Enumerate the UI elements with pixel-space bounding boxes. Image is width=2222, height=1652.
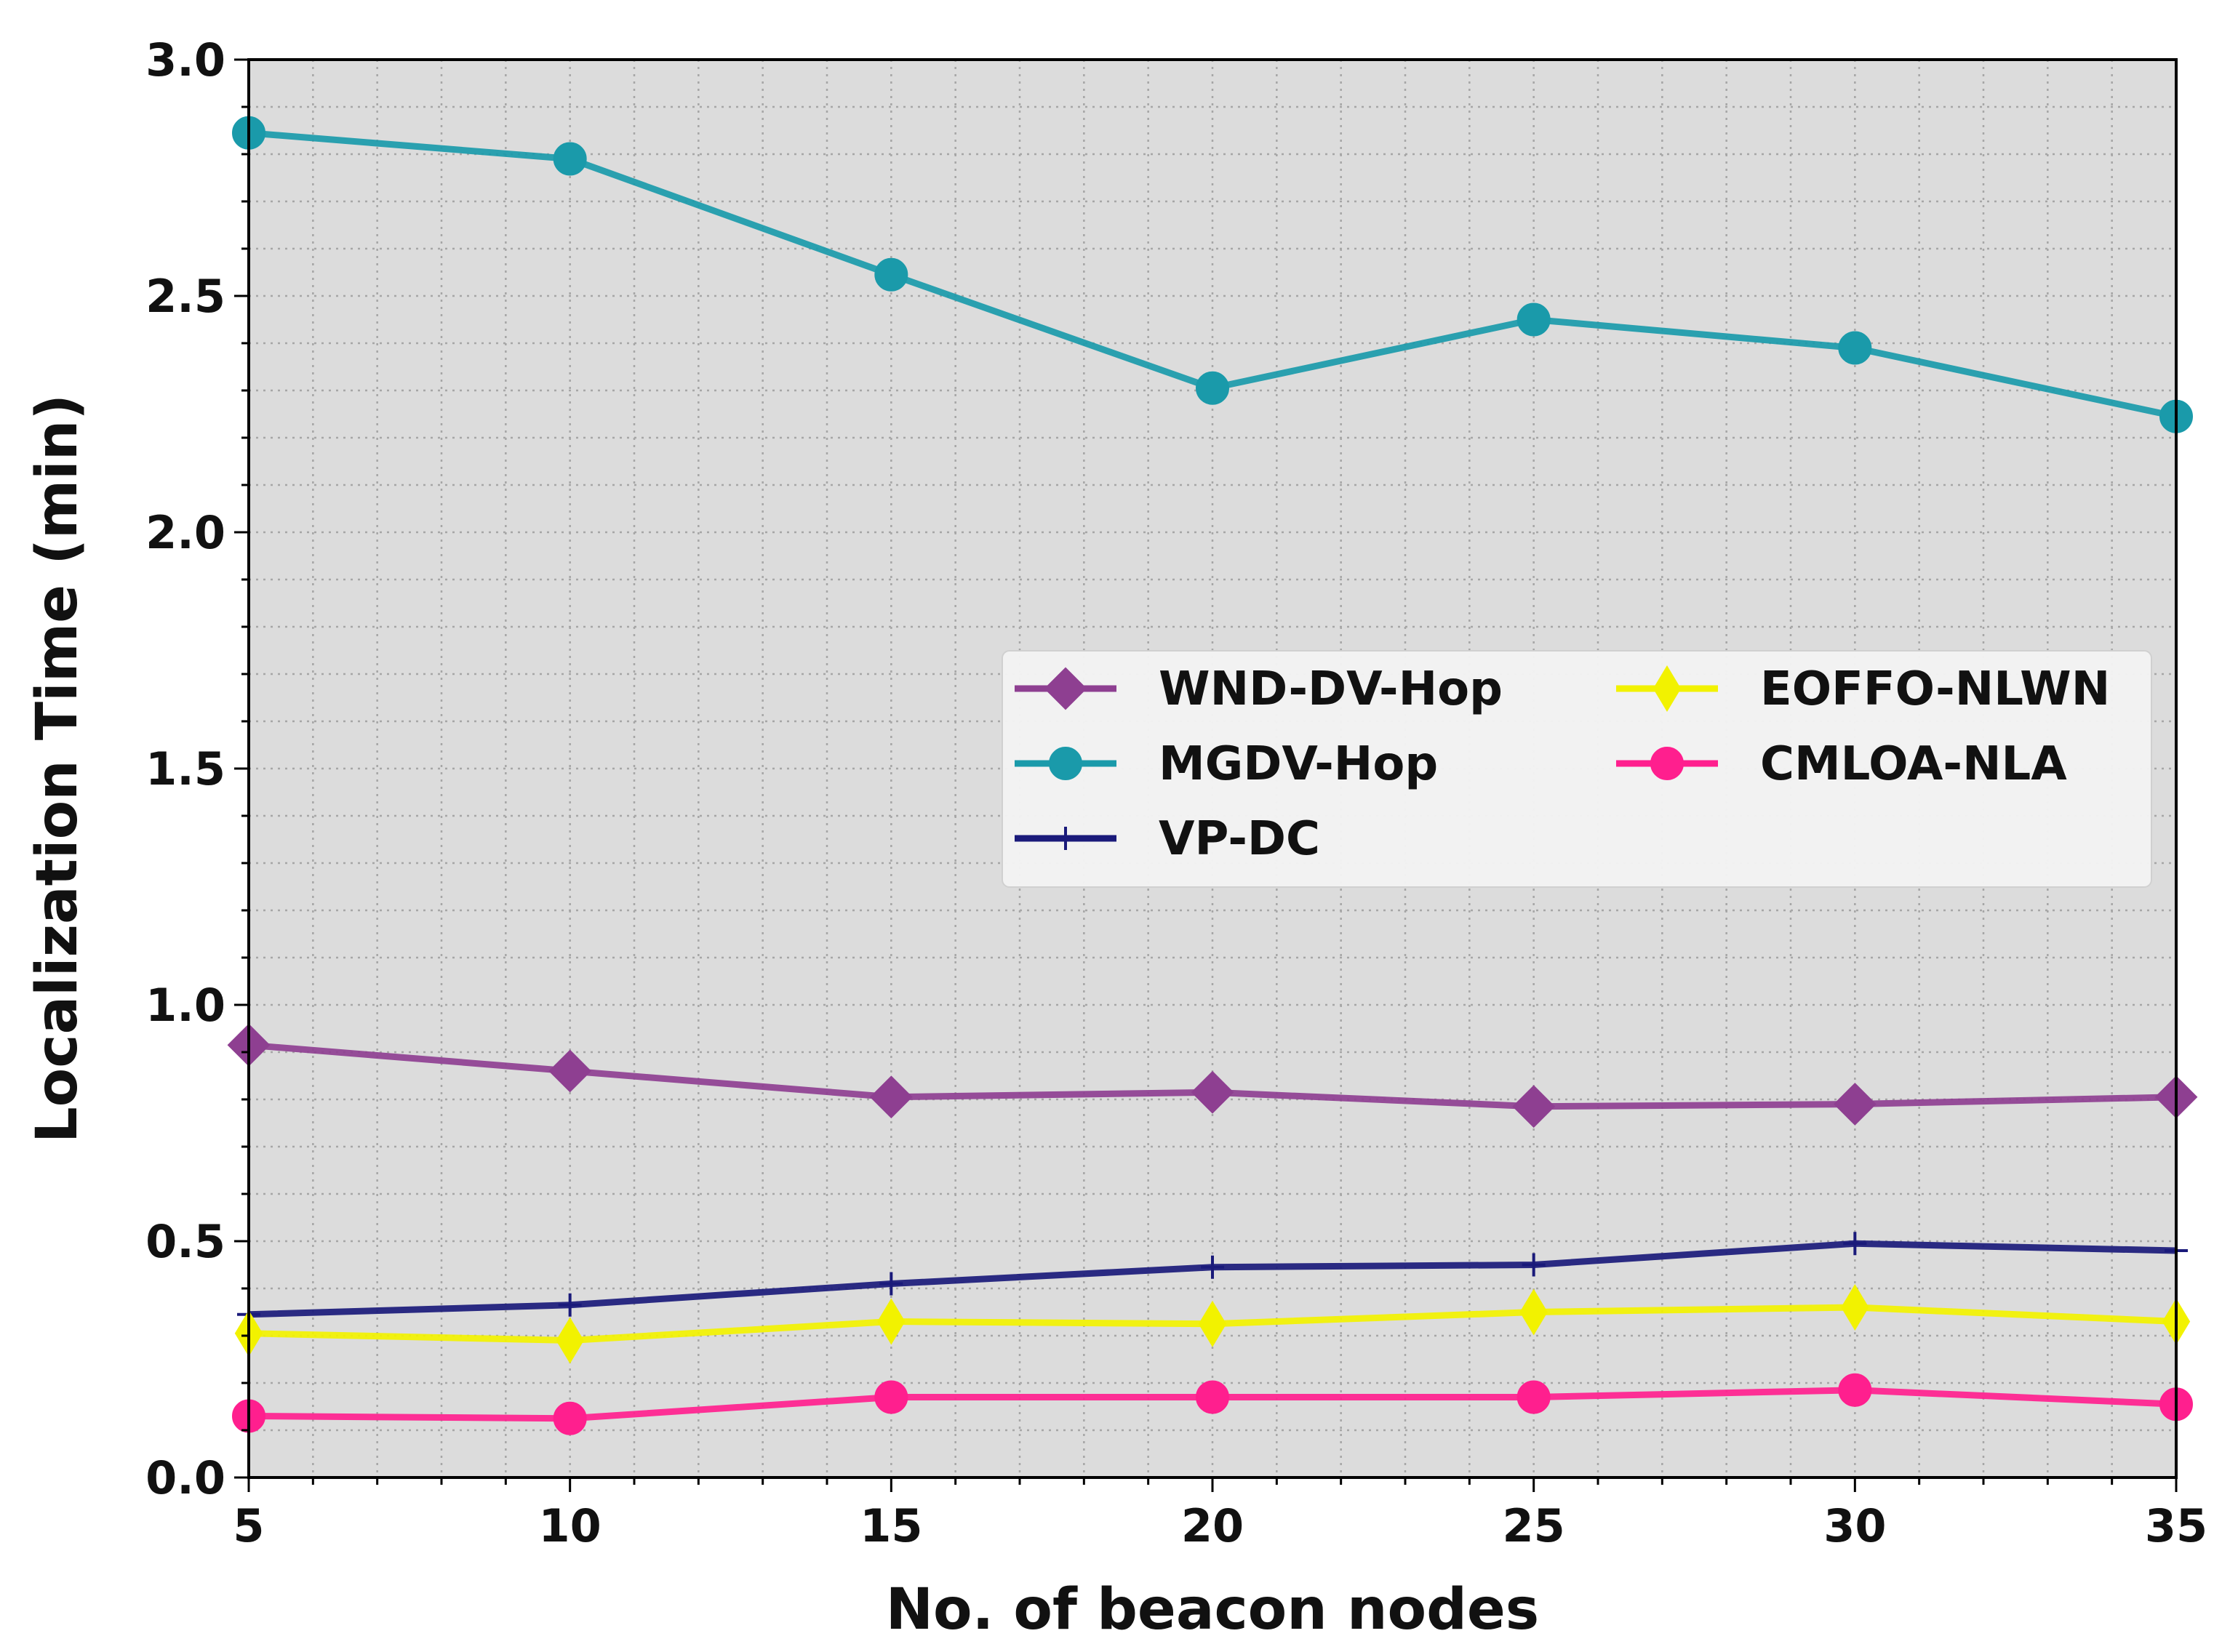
legend-label: EOFFO-NLWN: [1760, 662, 2110, 716]
series-cmloa-nla: [232, 1373, 2193, 1435]
y-axis-label: Localization Time (min): [25, 394, 90, 1143]
data-point-wnd-dv-hop: [548, 1049, 592, 1093]
data-point-wnd-dv-hop: [1512, 1085, 1556, 1128]
x-tick-label: 35: [2145, 1499, 2207, 1552]
y-tick-label: 3.0: [145, 33, 225, 87]
x-axis-label: No. of beacon nodes: [886, 1577, 1540, 1643]
data-point-eoffo-nlwn: [1519, 1288, 1548, 1336]
legend-label: VP-DC: [1159, 812, 1320, 866]
series-vp-dc: [237, 1232, 2188, 1326]
legend-marker: [1044, 667, 1087, 710]
data-point-wnd-dv-hop: [1191, 1070, 1234, 1114]
data-point-vp-dc: [1522, 1253, 1546, 1277]
data-point-mgdv-hop: [1516, 302, 1551, 337]
y-tick-label: 2.0: [145, 506, 225, 559]
legend-marker: [1650, 747, 1684, 780]
data-point-mgdv-hop: [1196, 371, 1229, 405]
data-point-eoffo-nlwn: [877, 1298, 906, 1345]
data-point-cmloa-nla: [1516, 1380, 1551, 1414]
data-point-vp-dc: [879, 1272, 903, 1296]
series-eoffo-nlwn: [234, 1284, 2191, 1364]
legend-label: WND-DV-Hop: [1159, 662, 1503, 716]
x-tick-label: 20: [1181, 1499, 1244, 1552]
data-point-mgdv-hop: [553, 142, 587, 176]
legend-marker: [1054, 827, 1077, 850]
legend-marker: [1049, 747, 1082, 780]
legend-label: MGDV-Hop: [1159, 737, 1438, 791]
data-point-mgdv-hop: [1838, 331, 1872, 365]
data-point-eoffo-nlwn: [1198, 1300, 1227, 1347]
data-point-cmloa-nla: [874, 1380, 908, 1414]
y-tick-label: 0.5: [145, 1215, 225, 1268]
data-point-eoffo-nlwn: [556, 1317, 584, 1364]
y-tick-label: 1.0: [145, 979, 225, 1032]
y-tick-label: 0.0: [145, 1451, 225, 1504]
x-tick-label: 10: [539, 1499, 602, 1552]
y-tick-label: 2.5: [145, 270, 225, 323]
legend-item-vp-dc: VP-DC: [1015, 812, 1320, 866]
data-point-vp-dc: [1201, 1255, 1224, 1279]
data-point-wnd-dv-hop: [869, 1075, 913, 1119]
legend-item-cmloa-nla: CMLOA-NLA: [1616, 737, 2067, 791]
data-point-cmloa-nla: [1196, 1380, 1229, 1414]
legend-marker: [1652, 665, 1682, 712]
data-point-wnd-dv-hop: [1833, 1083, 1877, 1126]
data-point-vp-dc: [1843, 1232, 1867, 1256]
data-point-cmloa-nla: [1838, 1373, 1872, 1407]
legend-item-wnd-dv-hop: WND-DV-Hop: [1015, 662, 1503, 716]
data-point-eoffo-nlwn: [1841, 1284, 1869, 1331]
x-tick-label: 15: [860, 1499, 922, 1552]
data-point-mgdv-hop: [874, 257, 908, 292]
x-tick-label: 5: [233, 1499, 264, 1552]
data-point-vp-dc: [558, 1293, 582, 1317]
x-tick-label: 30: [1823, 1499, 1886, 1552]
grid: [249, 60, 2176, 1477]
legend-item-eoffo-nlwn: EOFFO-NLWN: [1616, 662, 2110, 716]
y-tick-label: 1.5: [145, 742, 225, 795]
legend-item-mgdv-hop: MGDV-Hop: [1015, 737, 1438, 791]
ticks: 5 10 15 20 25 30 35 0.0 0.5 1.0 1.5 2.0 2.5 3.0: [145, 33, 2207, 1552]
legend-label: CMLOA-NLA: [1760, 737, 2067, 791]
legend-box: [1002, 650, 2152, 888]
data-point-cmloa-nla: [553, 1401, 587, 1435]
legend: WND-DV-Hop MGDV-Hop VP-DC EOFFO-NLWN CMLOA-N…: [1002, 650, 2152, 888]
x-tick-label: 25: [1503, 1499, 1565, 1552]
